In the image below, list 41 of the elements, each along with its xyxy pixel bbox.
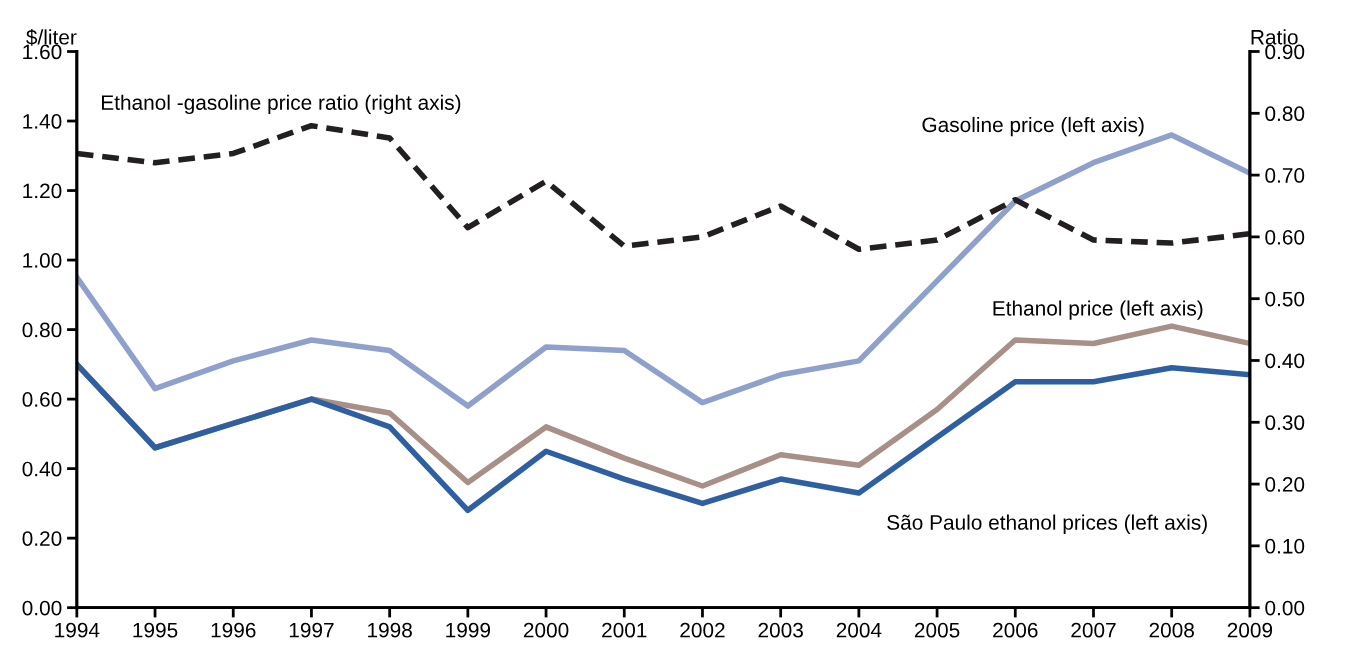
x-tick-label: 1994 <box>55 622 100 638</box>
x-tick-label: 1995 <box>133 622 178 638</box>
x-tick-label: 2002 <box>680 622 725 638</box>
x-tick-label: 1996 <box>211 622 256 638</box>
series-label: Ethanol price (left axis) <box>993 300 1203 320</box>
y-tick-label: 1.60 <box>23 44 62 60</box>
y-tick-label: 0.60 <box>22 392 62 407</box>
y-tick-label: 1.20 <box>23 183 62 199</box>
series-label: São Paulo ethanol prices (left axis) <box>887 514 1207 534</box>
y2-tick-label: 0.80 <box>1265 106 1305 122</box>
y2-tick-label: 0.50 <box>1265 291 1305 307</box>
x-tick-label: 2008 <box>1149 622 1194 638</box>
y2-tick-label: 0.20 <box>1265 477 1305 492</box>
x-tick-label: 1997 <box>289 622 334 638</box>
y2-axis-title: Ratio <box>1251 29 1298 45</box>
y2-tick-label: 0.60 <box>1265 229 1305 245</box>
x-tick-label: 2009 <box>1227 622 1273 638</box>
series-label: Gasoline price (left axis) <box>922 116 1144 137</box>
x-tick-label: 2000 <box>523 622 569 638</box>
y-tick-label: 0.00 <box>22 600 62 616</box>
x-tick-label: 2005 <box>914 622 960 638</box>
y-tick-label: 0.80 <box>22 322 62 338</box>
y2-tick-label: 0.40 <box>1265 353 1305 369</box>
y2-tick-label: 0.30 <box>1265 415 1305 431</box>
x-tick-label: 2003 <box>758 622 803 638</box>
y2-tick-label: 0.10 <box>1265 538 1305 554</box>
x-tick-label: 2004 <box>836 622 882 638</box>
x-tick-label: 1999 <box>446 622 491 638</box>
y2-tick-label: 0.70 <box>1265 168 1305 183</box>
x-tick-label: 2006 <box>993 622 1038 638</box>
series-label: Ethanol -gasoline price ratio (right axis) <box>102 94 461 115</box>
y-tick-label: 0.20 <box>22 531 62 546</box>
y-tick-label: 1.40 <box>23 114 62 129</box>
y-tick-label: 0.40 <box>22 461 62 477</box>
x-tick-label: 2007 <box>1071 622 1116 638</box>
y2-tick-label: 0.00 <box>1265 600 1305 616</box>
y-axis-title: $/liter <box>26 28 77 46</box>
y-tick-label: 1.00 <box>23 253 62 268</box>
x-tick-label: 2001 <box>602 622 647 638</box>
y2-tick-label: 0.90 <box>1265 44 1305 60</box>
x-tick-label: 1998 <box>368 622 412 638</box>
